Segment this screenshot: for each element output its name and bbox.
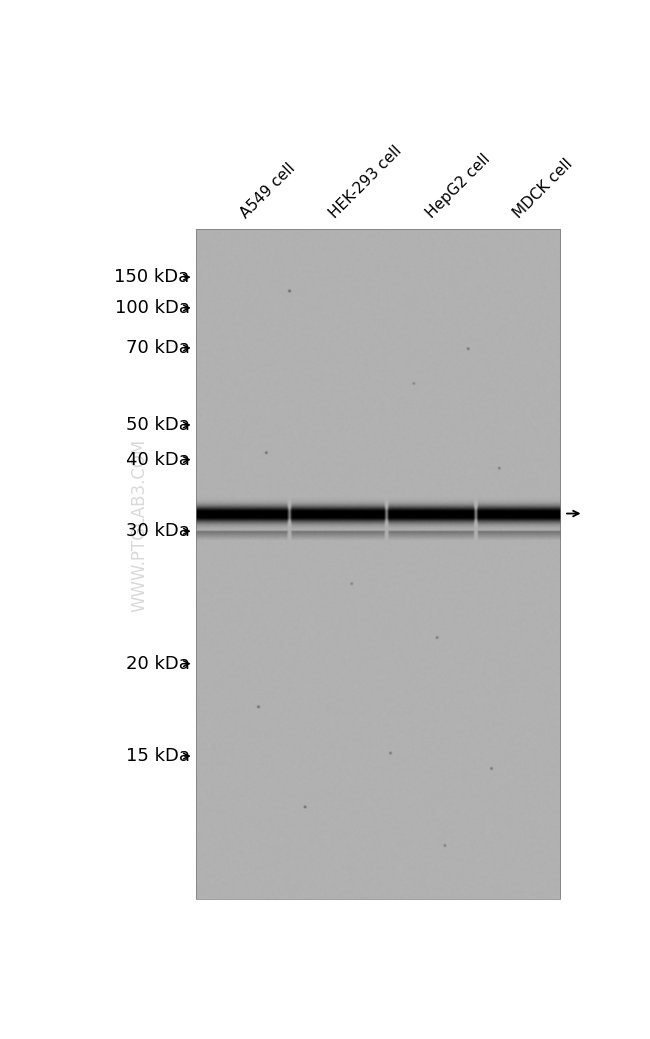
- Text: 50 kDa: 50 kDa: [126, 416, 190, 434]
- Text: HEK-293 cell: HEK-293 cell: [326, 142, 404, 221]
- Text: HepG2 cell: HepG2 cell: [423, 152, 493, 221]
- Text: 30 kDa: 30 kDa: [126, 523, 190, 540]
- Text: MDCK cell: MDCK cell: [511, 156, 576, 221]
- Text: 20 kDa: 20 kDa: [126, 655, 190, 672]
- Text: 15 kDa: 15 kDa: [125, 747, 190, 765]
- Text: 40 kDa: 40 kDa: [126, 451, 190, 469]
- Text: 100 kDa: 100 kDa: [115, 299, 190, 317]
- Text: A549 cell: A549 cell: [237, 160, 298, 221]
- Text: WWW.PTGLAB3.COM: WWW.PTGLAB3.COM: [131, 438, 148, 612]
- Bar: [196, 229, 560, 899]
- Text: 70 kDa: 70 kDa: [126, 339, 190, 357]
- Text: 150 kDa: 150 kDa: [114, 268, 190, 286]
